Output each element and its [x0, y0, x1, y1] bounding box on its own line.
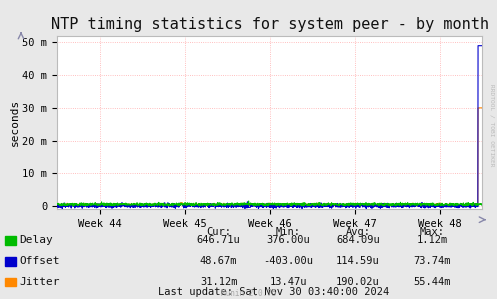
Text: 114.59u: 114.59u — [336, 256, 380, 266]
Text: Min:: Min: — [276, 227, 301, 237]
Text: 13.47u: 13.47u — [269, 277, 307, 287]
Text: 190.02u: 190.02u — [336, 277, 380, 287]
Text: RRDTOOL / TOBI OETIKER: RRDTOOL / TOBI OETIKER — [490, 84, 495, 167]
Text: Max:: Max: — [420, 227, 445, 237]
Text: 55.44m: 55.44m — [414, 277, 451, 287]
Text: Avg:: Avg: — [345, 227, 370, 237]
Text: 376.00u: 376.00u — [266, 235, 310, 245]
Text: Delay: Delay — [19, 235, 53, 245]
Text: -403.00u: -403.00u — [263, 256, 313, 266]
Text: Munin 2.0.75: Munin 2.0.75 — [221, 289, 276, 298]
Text: Cur:: Cur: — [206, 227, 231, 237]
Text: 48.67m: 48.67m — [200, 256, 238, 266]
Title: NTP timing statistics for system peer - by month: NTP timing statistics for system peer - … — [51, 17, 489, 32]
Text: 646.71u: 646.71u — [197, 235, 241, 245]
Text: Jitter: Jitter — [19, 277, 59, 287]
Y-axis label: seconds: seconds — [9, 99, 20, 146]
Text: Last update: Sat Nov 30 03:40:00 2024: Last update: Sat Nov 30 03:40:00 2024 — [158, 286, 389, 297]
Text: 31.12m: 31.12m — [200, 277, 238, 287]
Text: 73.74m: 73.74m — [414, 256, 451, 266]
Text: 684.09u: 684.09u — [336, 235, 380, 245]
Text: Offset: Offset — [19, 256, 59, 266]
Text: 1.12m: 1.12m — [417, 235, 448, 245]
